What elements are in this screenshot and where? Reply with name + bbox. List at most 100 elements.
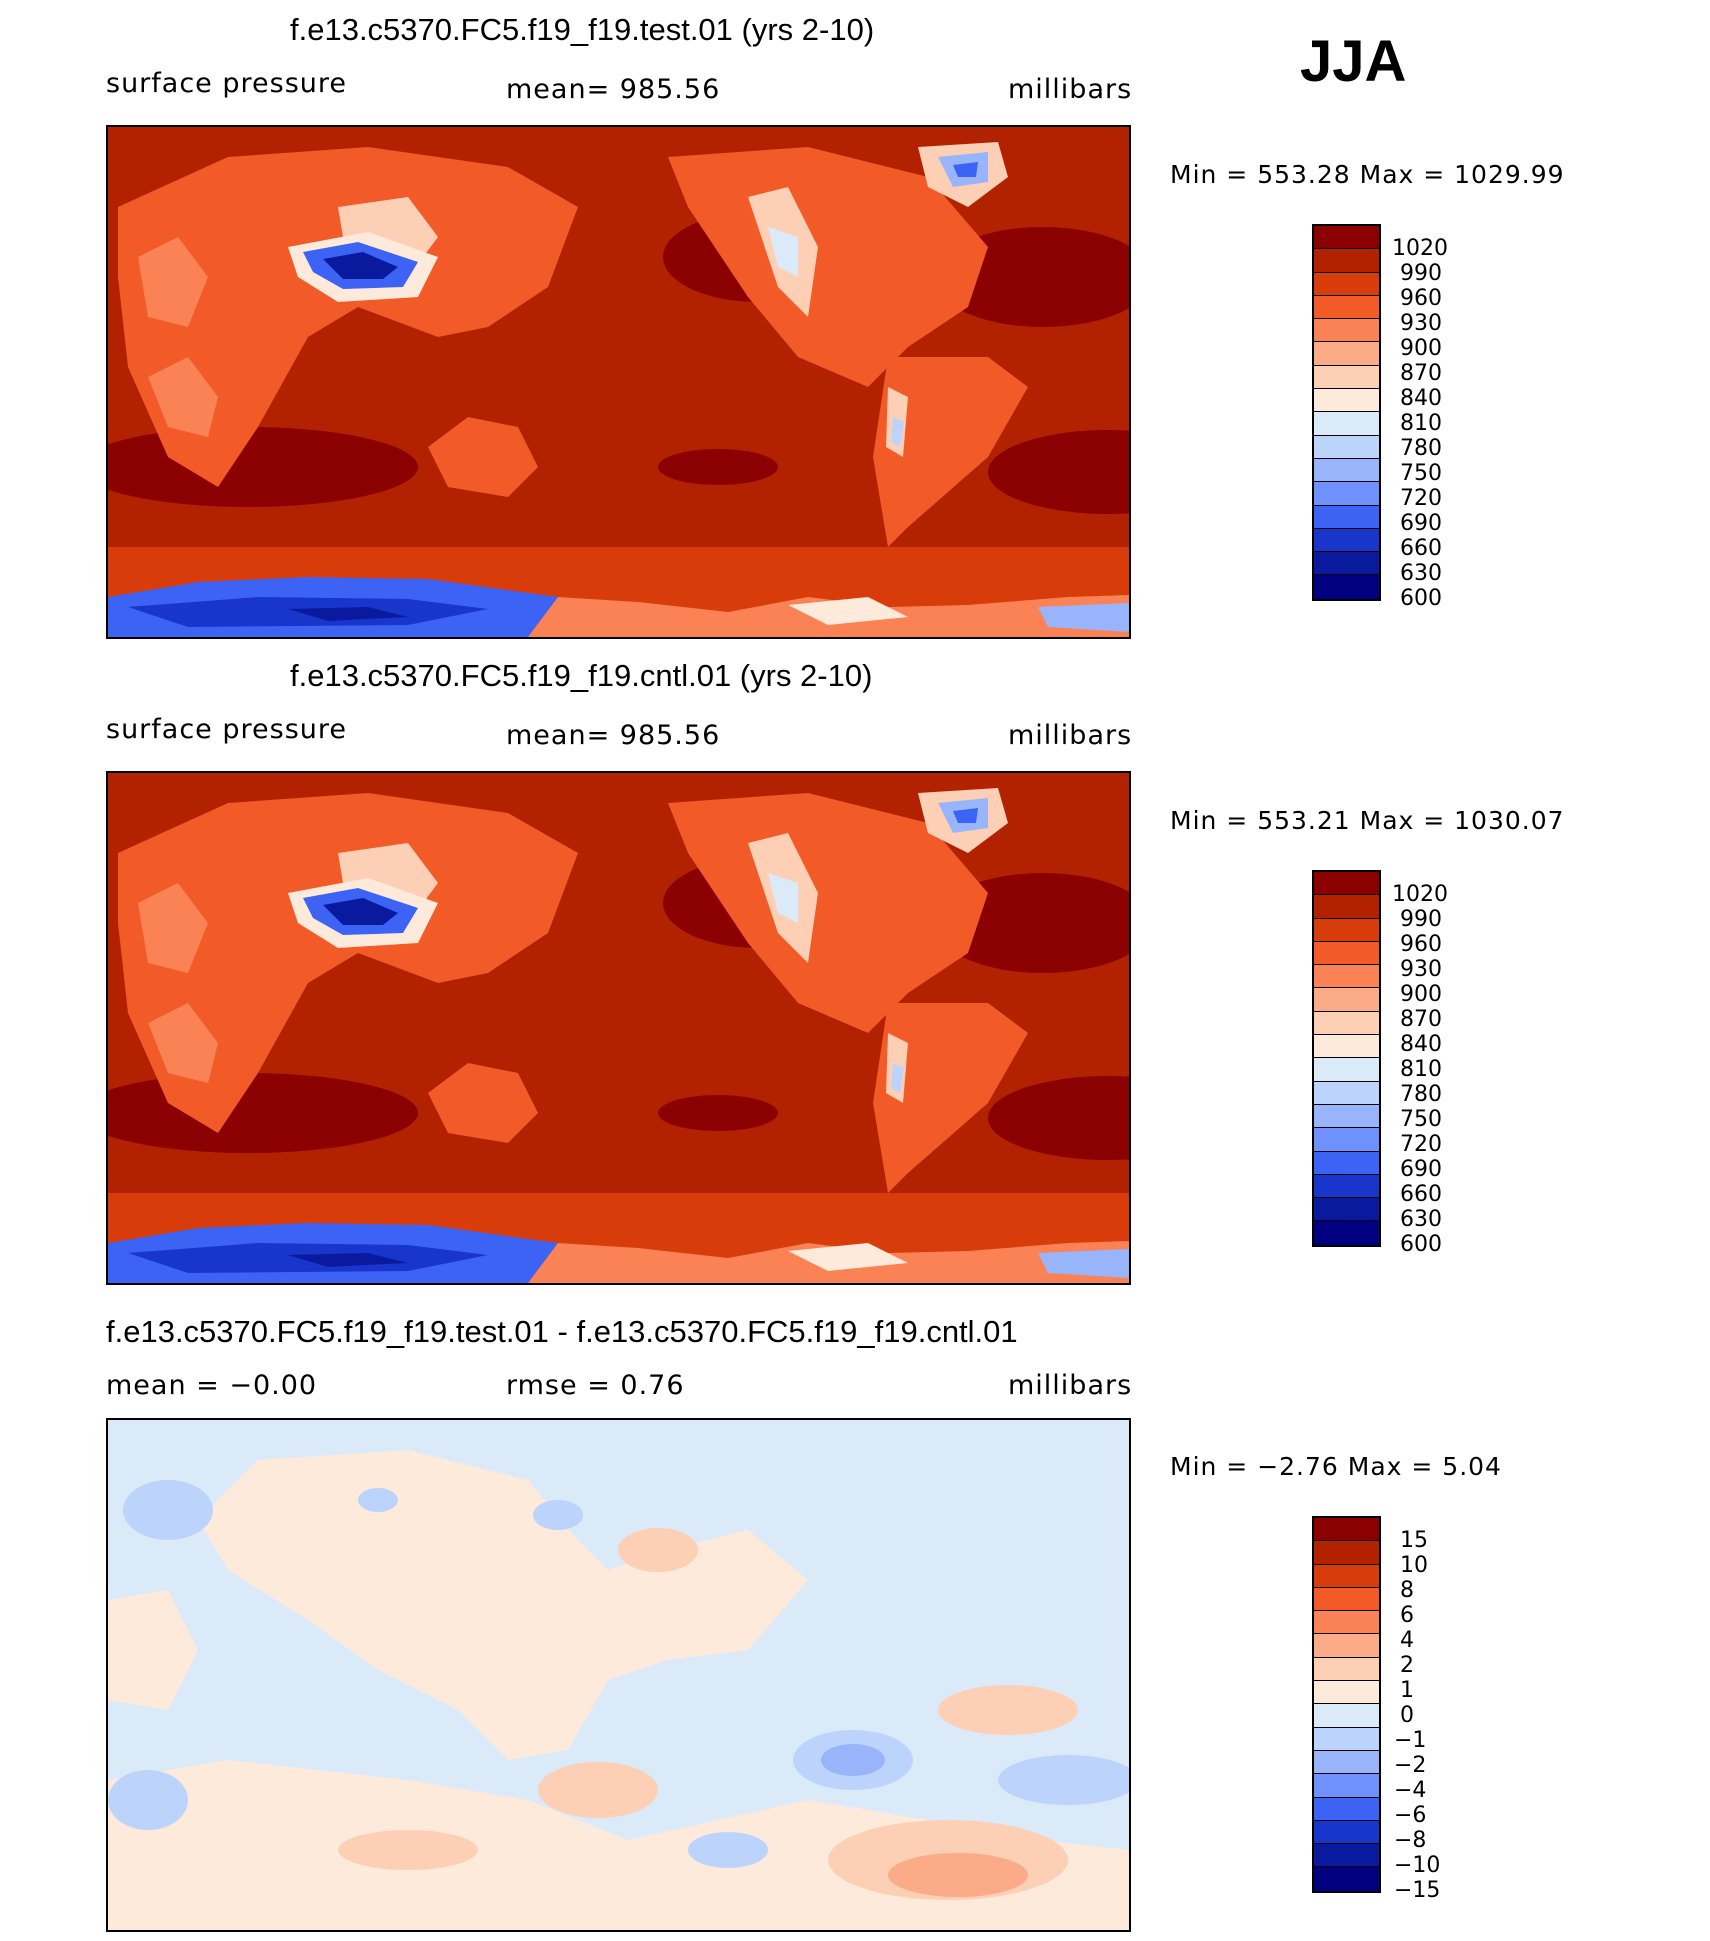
colorbar-tick-label: −4	[1394, 1778, 1427, 1803]
colorbar-tick-label: 15	[1400, 1528, 1428, 1553]
panel-1-colorbar	[1312, 224, 1381, 601]
colorbar-swatch	[1314, 1867, 1379, 1891]
colorbar-tick-label: 1020	[1392, 236, 1448, 261]
colorbar-swatch	[1314, 1221, 1379, 1245]
colorbar-tick-label: 870	[1400, 1007, 1442, 1032]
panel-1-units-label: millibars	[1008, 74, 1133, 105]
panel-3-title: f.e13.c5370.FC5.f19_f19.test.01 - f.e13.…	[106, 1314, 1018, 1349]
colorbar-tick-label: 780	[1400, 1082, 1442, 1107]
colorbar-tick-label: 1	[1400, 1678, 1414, 1703]
colorbar-swatch	[1314, 895, 1379, 919]
colorbar-tick-label: 780	[1400, 436, 1442, 461]
panel-1-title: f.e13.c5370.FC5.f19_f19.test.01 (yrs 2-1…	[290, 12, 875, 47]
colorbar-tick-label: 930	[1400, 957, 1442, 982]
colorbar-swatch	[1314, 1081, 1379, 1105]
colorbar-tick-label: 960	[1400, 286, 1442, 311]
colorbar-swatch	[1314, 389, 1379, 413]
colorbar-swatch	[1314, 1058, 1379, 1082]
colorbar-swatch	[1314, 226, 1379, 250]
colorbar-swatch	[1314, 872, 1379, 896]
colorbar-tick-label: 900	[1400, 336, 1442, 361]
colorbar-swatch	[1314, 365, 1379, 390]
colorbar-tick-label: 10	[1400, 1553, 1428, 1578]
panel-2-minmax: Min = 553.21 Max = 1030.07	[1170, 806, 1565, 835]
colorbar-swatch	[1314, 1774, 1379, 1798]
colorbar-tick-label: −10	[1394, 1853, 1441, 1878]
colorbar-swatch	[1314, 295, 1379, 320]
panel-2-variable-label: surface pressure	[106, 714, 347, 745]
colorbar-swatch	[1314, 319, 1379, 343]
colorbar-swatch	[1314, 342, 1379, 366]
colorbar-swatch	[1314, 1750, 1379, 1775]
colorbar-swatch	[1314, 1011, 1379, 1036]
colorbar-swatch	[1314, 1797, 1379, 1821]
colorbar-swatch	[1314, 1174, 1379, 1199]
colorbar-swatch	[1314, 1820, 1379, 1845]
colorbar-swatch	[1314, 1727, 1379, 1751]
panel-3-rmse-label: rmse = 0.76	[506, 1370, 685, 1401]
colorbar-swatch	[1314, 575, 1379, 599]
panel-3-mean-label: mean = −0.00	[106, 1370, 318, 1401]
colorbar-swatch	[1314, 482, 1379, 506]
colorbar-swatch	[1314, 1128, 1379, 1152]
colorbar-tick-label: 960	[1400, 932, 1442, 957]
colorbar-swatch	[1314, 1564, 1379, 1588]
colorbar-swatch	[1314, 272, 1379, 296]
colorbar-tick-label: −1	[1394, 1728, 1427, 1753]
panel-1-variable-label: surface pressure	[106, 68, 347, 99]
colorbar-tick-label: 2	[1400, 1653, 1414, 1678]
panel-2-map	[106, 771, 1131, 1285]
colorbar-tick-label: 690	[1400, 511, 1442, 536]
panel-2-units-label: millibars	[1008, 720, 1133, 751]
panel-3-minmax: Min = −2.76 Max = 5.04	[1170, 1452, 1502, 1481]
colorbar-tick-label: 930	[1400, 311, 1442, 336]
colorbar-tick-label: 4	[1400, 1628, 1414, 1653]
colorbar-tick-label: 0	[1400, 1703, 1414, 1728]
colorbar-swatch	[1314, 1611, 1379, 1635]
panel-1-map	[106, 125, 1131, 639]
panel-3-colorbar	[1312, 1516, 1381, 1893]
panel-2-mean-label: mean= 985.56	[506, 720, 721, 751]
colorbar-tick-label: 720	[1400, 1132, 1442, 1157]
colorbar-swatch	[1314, 1541, 1379, 1565]
panel-1-minmax: Min = 553.28 Max = 1029.99	[1170, 160, 1565, 189]
colorbar-tick-label: 8	[1400, 1578, 1414, 1603]
colorbar-tick-label: 990	[1400, 907, 1442, 932]
colorbar-tick-label: 660	[1400, 1182, 1442, 1207]
colorbar-swatch	[1314, 965, 1379, 989]
colorbar-swatch	[1314, 988, 1379, 1012]
panel-3-map	[106, 1418, 1131, 1932]
colorbar-swatch	[1314, 1681, 1379, 1705]
colorbar-swatch	[1314, 552, 1379, 576]
colorbar-swatch	[1314, 1844, 1379, 1868]
colorbar-swatch	[1314, 1704, 1379, 1728]
colorbar-swatch	[1314, 1151, 1379, 1175]
colorbar-tick-label: 630	[1400, 561, 1442, 586]
colorbar-swatch	[1314, 458, 1379, 483]
colorbar-tick-label: 630	[1400, 1207, 1442, 1232]
colorbar-tick-label: 750	[1400, 1107, 1442, 1132]
colorbar-swatch	[1314, 412, 1379, 436]
colorbar-tick-label: 1020	[1392, 882, 1448, 907]
colorbar-tick-label: 690	[1400, 1157, 1442, 1182]
colorbar-tick-label: 900	[1400, 982, 1442, 1007]
colorbar-tick-label: 600	[1400, 1232, 1442, 1257]
colorbar-swatch	[1314, 249, 1379, 273]
colorbar-tick-label: 750	[1400, 461, 1442, 486]
colorbar-swatch	[1314, 505, 1379, 529]
colorbar-tick-label: 6	[1400, 1603, 1414, 1628]
colorbar-swatch	[1314, 528, 1379, 553]
colorbar-tick-label: 840	[1400, 386, 1442, 411]
season-label: JJA	[1300, 29, 1407, 94]
colorbar-tick-label: −8	[1394, 1828, 1427, 1853]
colorbar-swatch	[1314, 1518, 1379, 1542]
colorbar-swatch	[1314, 918, 1379, 942]
panel-2-title: f.e13.c5370.FC5.f19_f19.cntl.01 (yrs 2-1…	[290, 658, 873, 693]
colorbar-tick-label: −15	[1394, 1878, 1441, 1903]
colorbar-tick-label: 870	[1400, 361, 1442, 386]
colorbar-tick-label: −2	[1394, 1753, 1427, 1778]
colorbar-tick-label: −6	[1394, 1803, 1427, 1828]
colorbar-swatch	[1314, 1104, 1379, 1129]
colorbar-tick-label: 840	[1400, 1032, 1442, 1057]
